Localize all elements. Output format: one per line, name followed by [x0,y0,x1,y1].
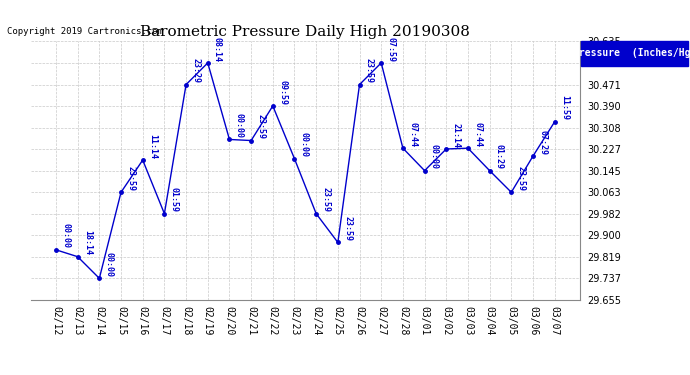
Text: 07:44: 07:44 [408,122,417,147]
Text: 00:00: 00:00 [235,113,244,138]
Text: 00:00: 00:00 [61,224,70,249]
Text: 09:59: 09:59 [278,80,287,105]
Text: 23:59: 23:59 [517,166,526,191]
Text: 11:14: 11:14 [148,134,157,159]
Text: Pressure  (Inches/Hg): Pressure (Inches/Hg) [573,48,690,58]
Text: 23:59: 23:59 [257,114,266,139]
Text: 00:00: 00:00 [299,132,308,158]
Text: 23:29: 23:29 [191,58,200,83]
Text: 01:59: 01:59 [170,187,179,212]
Text: 08:14: 08:14 [213,36,222,62]
Text: 07:29: 07:29 [538,130,547,155]
Text: 23:59: 23:59 [126,166,135,191]
Text: 23:59: 23:59 [322,187,331,212]
Text: 00:00: 00:00 [430,144,439,169]
Text: 23:59: 23:59 [365,58,374,83]
Text: 18:14: 18:14 [83,230,92,255]
Text: 07:44: 07:44 [473,122,482,147]
Title: Barometric Pressure Daily High 20190308: Barometric Pressure Daily High 20190308 [140,25,471,39]
Text: 23:59: 23:59 [343,216,352,241]
Text: Copyright 2019 Cartronics.com: Copyright 2019 Cartronics.com [7,27,163,36]
Text: 01:29: 01:29 [495,144,504,169]
Text: 21:14: 21:14 [451,123,460,148]
Text: 07:59: 07:59 [386,36,395,62]
Text: 11:59: 11:59 [560,95,569,120]
Text: 00:00: 00:00 [105,252,114,277]
